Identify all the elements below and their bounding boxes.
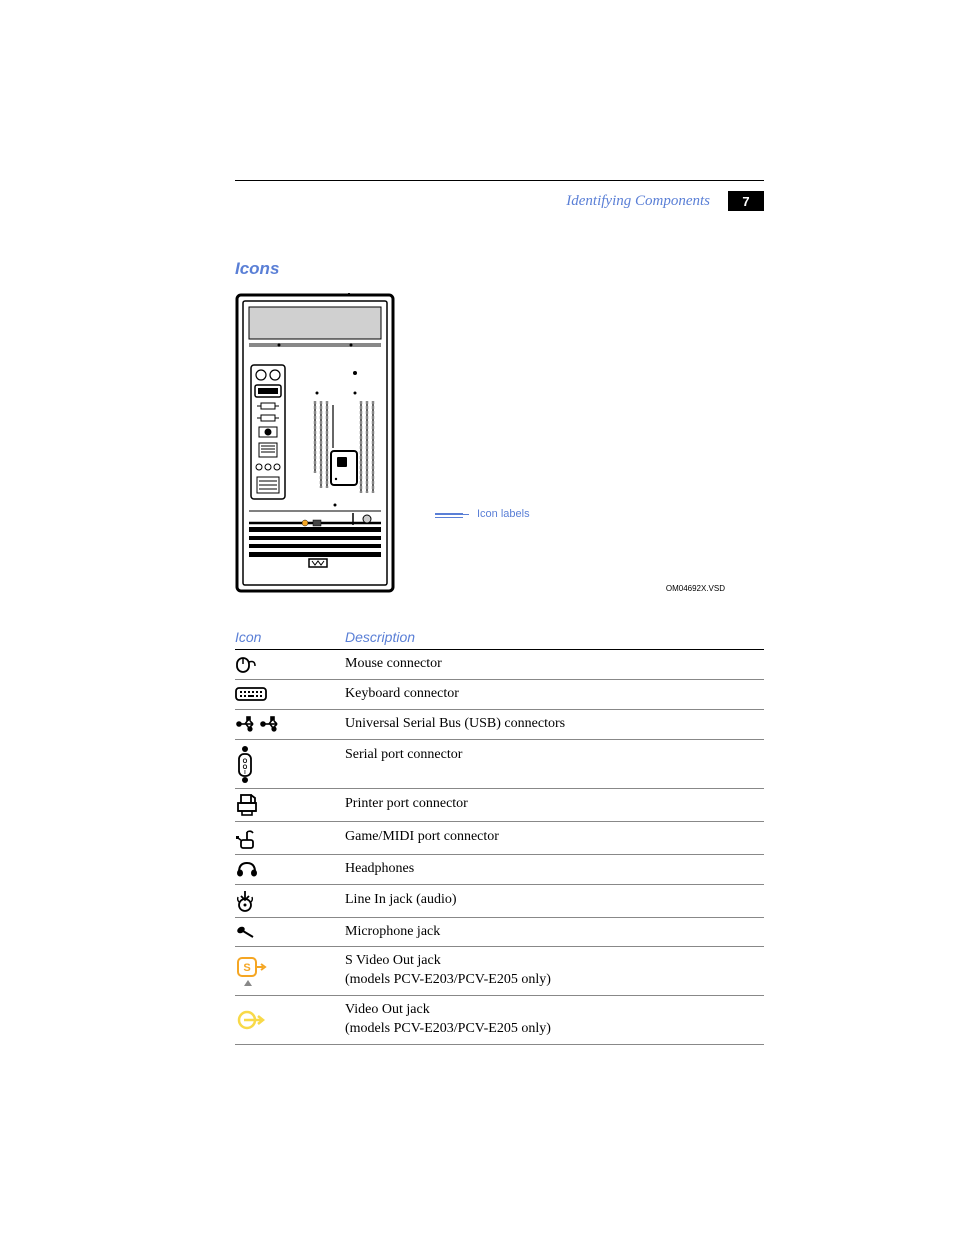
- col-header-desc: Description: [345, 623, 764, 650]
- table-row: Line In jack (audio): [235, 884, 764, 917]
- desc-cell: Headphones: [345, 854, 764, 884]
- desc-line2: (models PCV-E203/PCV-E205 only): [345, 1021, 551, 1036]
- desc-cell: Printer port connector: [345, 788, 764, 821]
- desc-cell: Video Out jack (models PCV-E203/PCV-E205…: [345, 996, 764, 1045]
- mouse-icon: [235, 654, 261, 674]
- table-row: Keyboard connector: [235, 679, 764, 709]
- callout-label: Icon labels: [477, 508, 530, 520]
- microphone-icon: [235, 924, 257, 940]
- printer-port-icon: [235, 793, 259, 817]
- desc-line1: S Video Out jack: [345, 953, 441, 968]
- desc-cell: S Video Out jack (models PCV-E203/PCV-E2…: [345, 947, 764, 996]
- table-row: Universal Serial Bus (USB) connectors: [235, 709, 764, 739]
- svg-text:S: S: [243, 962, 250, 974]
- table-row: S S Video Out jack (models PCV-E203/PCV-…: [235, 947, 764, 996]
- headphones-icon: [235, 860, 259, 878]
- desc-line1: Video Out jack: [345, 1002, 430, 1017]
- desc-cell: Line In jack (audio): [345, 884, 764, 917]
- table-row: Headphones: [235, 854, 764, 884]
- s-video-out-icon: S: [235, 952, 269, 990]
- table-row: Mouse connector: [235, 650, 764, 680]
- icon-description-table: Icon Description Mouse connector: [235, 623, 764, 1045]
- desc-cell: Serial port connector: [345, 739, 764, 788]
- col-header-icon: Icon: [235, 623, 345, 650]
- header-title: Identifying Components: [566, 193, 710, 210]
- header-rule: [235, 180, 764, 181]
- diagram-callout: Icon labels: [435, 508, 530, 520]
- desc-cell: Microphone jack: [345, 917, 764, 947]
- usb-icon: [235, 715, 281, 733]
- computer-rear-icon: [235, 293, 395, 593]
- desc-line2: (models PCV-E203/PCV-E205 only): [345, 972, 551, 987]
- table-row: Printer port connector: [235, 788, 764, 821]
- diagram-code: OM04692X.VSD: [666, 584, 725, 593]
- keyboard-icon: [235, 686, 267, 702]
- page-header: Identifying Components 7: [235, 191, 764, 211]
- rear-panel-diagram: Icon labels OM04692X.VSD: [235, 293, 725, 593]
- table-row: O O I Serial port connector: [235, 739, 764, 788]
- line-in-icon: [235, 889, 255, 913]
- desc-cell: Mouse connector: [345, 650, 764, 680]
- desc-cell: Keyboard connector: [345, 679, 764, 709]
- game-midi-icon: [235, 826, 257, 850]
- serial-port-icon: O O I: [235, 744, 255, 784]
- page-number: 7: [728, 191, 764, 211]
- table-row: Microphone jack: [235, 917, 764, 947]
- video-out-icon: [235, 1007, 269, 1033]
- desc-cell: Universal Serial Bus (USB) connectors: [345, 709, 764, 739]
- desc-cell: Game/MIDI port connector: [345, 821, 764, 854]
- table-row: Video Out jack (models PCV-E203/PCV-E205…: [235, 996, 764, 1045]
- section-title: Icons: [235, 259, 764, 279]
- table-row: Game/MIDI port connector: [235, 821, 764, 854]
